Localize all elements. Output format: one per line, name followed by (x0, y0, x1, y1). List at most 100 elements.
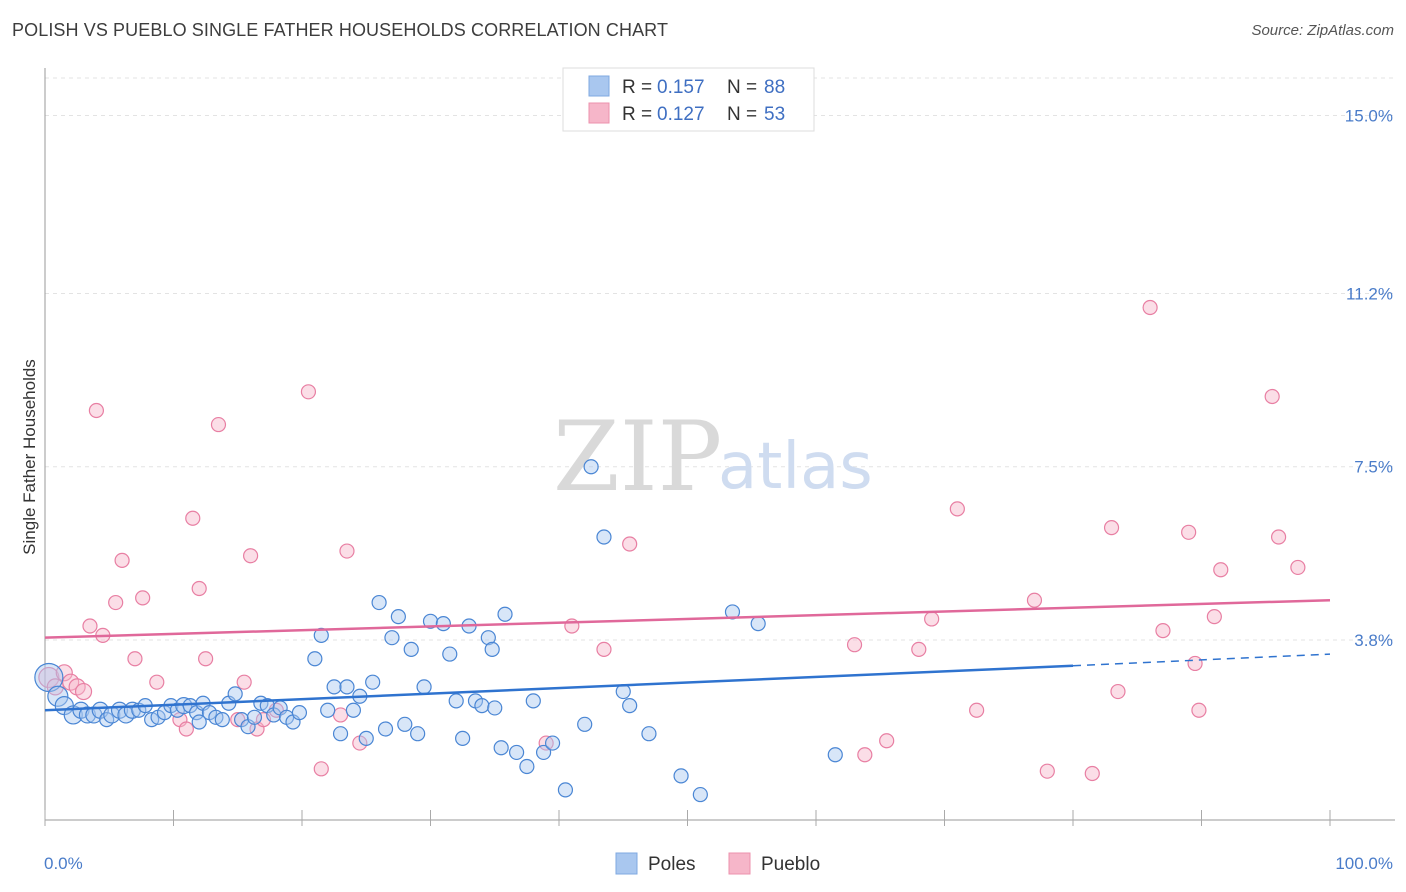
pueblo-point (596, 641, 612, 657)
poles-point (339, 679, 355, 695)
poles-point (313, 627, 329, 643)
poles-point (291, 705, 308, 721)
pueblo-point (1264, 388, 1280, 405)
poles-point (519, 758, 535, 775)
poles-point (78, 706, 97, 724)
pueblo-point (210, 416, 227, 433)
x-tick-label: 100.0% (1335, 854, 1393, 873)
pueblo-point (1181, 524, 1197, 540)
pueblo-point (149, 674, 165, 690)
legend-n-label: N = (727, 104, 757, 125)
y-tick-label: 7.5% (1354, 458, 1393, 477)
poles-point (508, 744, 525, 761)
legend-swatch-pueblo (588, 102, 610, 124)
pueblo-point (1110, 683, 1126, 700)
pueblo-point (313, 761, 329, 777)
poles-point (422, 613, 439, 629)
pueblo-point (911, 641, 927, 657)
poles-point (416, 679, 432, 695)
poles-trend-line (44, 664, 1074, 712)
poles-point (487, 700, 503, 716)
legend-swatch-pueblo (728, 852, 751, 875)
y-tick-label: 11.2% (1346, 284, 1393, 303)
poles-trend-extension (1072, 653, 1331, 667)
poles-point (384, 630, 400, 646)
legend-swatch-poles (615, 852, 638, 875)
poles-point (596, 529, 612, 545)
poles-point (827, 747, 843, 763)
pueblo-point (236, 674, 252, 690)
pueblo-point (178, 721, 194, 737)
pueblo-point (300, 384, 317, 400)
poles-point (750, 616, 766, 632)
poles-point (307, 651, 323, 667)
pueblo-point (1270, 529, 1287, 545)
poles-point (227, 686, 243, 702)
poles-point (47, 685, 69, 707)
pueblo-point (1026, 592, 1043, 608)
y-axis-label: Single Father Households (20, 359, 39, 555)
pueblo-point (74, 682, 93, 701)
poles-point (390, 609, 406, 625)
pueblo-point (114, 552, 130, 569)
poles-point (214, 712, 230, 728)
poles-point (442, 646, 458, 662)
legend-n-value: 88 (764, 77, 785, 98)
pueblo-point (230, 712, 246, 728)
y-tick-label: 15.0% (1345, 106, 1393, 125)
pueblo-point (38, 666, 60, 689)
pueblo-point (108, 594, 124, 611)
poles-point (345, 702, 361, 718)
pueblo-point (88, 402, 105, 419)
poles-point (692, 786, 708, 803)
y-tick-label: 3.8% (1354, 631, 1393, 650)
poles-point (448, 693, 464, 709)
legend-r-label: R = (622, 77, 652, 98)
poles-point (544, 735, 561, 751)
legend-swatch-poles (588, 75, 610, 97)
poles-point (641, 726, 657, 742)
poles-point (410, 726, 426, 742)
pueblo-point (339, 543, 355, 559)
watermark: ZIP atlas (553, 401, 873, 513)
poles-point (332, 726, 349, 742)
pueblo-point (1084, 765, 1100, 782)
trend-lines (44, 598, 1331, 712)
legend-top: R = 0.157 N = 88 R = 0.127 N = 53 (562, 67, 815, 132)
legend-n-label: N = (727, 77, 757, 98)
legend-r-value: 0.127 (657, 104, 705, 125)
poles-point (455, 730, 471, 746)
pueblo-point (879, 733, 895, 749)
poles-point (403, 641, 419, 657)
poles-point (358, 730, 374, 746)
pueblo-point (185, 510, 201, 526)
pueblo-point (1290, 559, 1306, 576)
legend-label-pueblo: Pueblo (761, 854, 820, 875)
x-tick-label: 0.0% (44, 854, 83, 873)
poles-point (622, 697, 638, 714)
poles-points (34, 459, 843, 803)
poles-point (397, 716, 413, 732)
poles-point (484, 641, 500, 657)
poles-point (497, 606, 513, 622)
pueblo-point (1187, 655, 1203, 672)
pueblo-point (846, 637, 863, 653)
poles-point (246, 709, 263, 725)
poles-point (320, 702, 336, 718)
poles-point (493, 740, 509, 756)
pueblo-point (135, 590, 151, 606)
pueblo-point (1142, 299, 1158, 316)
tick-labels: 3.8% 7.5% 11.2% 15.0% 0.0% 100.0% (44, 106, 1393, 873)
pueblo-point (243, 548, 259, 564)
pueblo-point (198, 651, 214, 667)
pueblo-point (622, 536, 638, 552)
pueblo-point (949, 501, 965, 517)
pueblo-trend-line (44, 598, 1331, 639)
poles-point (371, 594, 387, 611)
legend-bottom: Poles Pueblo (615, 852, 820, 875)
legend-r-label: R = (622, 104, 652, 125)
pueblo-point (127, 651, 143, 667)
pueblo-point (1213, 562, 1229, 578)
source-credit: Source: ZipAtlas.com (1251, 22, 1394, 39)
